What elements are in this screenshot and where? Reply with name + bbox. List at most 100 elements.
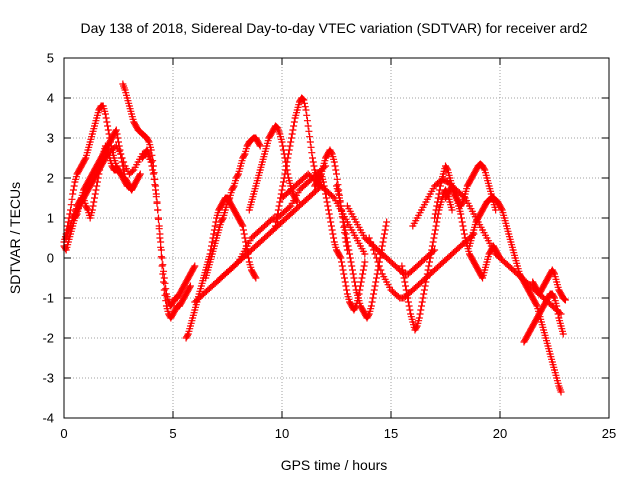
data-point-marker (341, 278, 349, 286)
data-point-marker (431, 226, 439, 234)
data-point-marker (329, 230, 337, 238)
data-point-marker (117, 154, 125, 162)
data-point-marker (433, 218, 441, 226)
data-point-marker (286, 142, 294, 150)
data-point-marker (69, 190, 77, 198)
data-point-marker (339, 266, 347, 274)
data-point-marker (561, 295, 569, 303)
data-point-marker (342, 282, 350, 290)
series-arc24 (529, 266, 569, 304)
data-point-marker (337, 202, 345, 210)
data-point-marker (338, 258, 346, 266)
data-point-marker (457, 210, 465, 218)
data-point-marker (346, 250, 354, 258)
data-point-marker (91, 194, 99, 202)
data-point-marker (495, 253, 503, 261)
data-point-marker (279, 182, 287, 190)
data-point-marker (326, 214, 334, 222)
data-point-marker (151, 181, 159, 189)
data-point-marker (155, 222, 163, 230)
data-point-marker (240, 151, 248, 159)
data-point-marker (460, 226, 468, 234)
data-point-marker (308, 149, 316, 157)
data-point-marker (370, 246, 378, 254)
data-point-marker (431, 210, 439, 218)
x-tick-labels: 0 5 10 15 20 25 (60, 426, 616, 441)
data-point-marker (368, 298, 376, 306)
data-point-marker (336, 253, 344, 261)
data-point-marker (431, 214, 439, 222)
data-point-marker (324, 202, 332, 210)
data-point-marker (349, 270, 357, 278)
series-arc22 (465, 194, 565, 396)
data-point-marker (418, 298, 426, 306)
series-arc21 (442, 182, 504, 282)
data-point-marker (149, 170, 157, 178)
data-point-marker (299, 95, 307, 103)
data-point-marker (348, 266, 356, 274)
data-point-marker (334, 181, 342, 189)
data-point-marker (554, 310, 562, 318)
data-point-marker (351, 282, 359, 290)
data-point-marker (102, 114, 110, 122)
data-point-marker (350, 274, 358, 282)
data-point-marker (378, 242, 386, 250)
data-point-marker (301, 99, 309, 107)
data-point-marker (431, 230, 439, 238)
data-point-marker (101, 110, 109, 118)
series-arc6 (138, 146, 199, 310)
data-point-marker (434, 198, 442, 206)
data-point-marker (550, 293, 558, 301)
data-point-marker (136, 170, 144, 178)
x-tick-label: 25 (602, 426, 616, 441)
data-point-marker (274, 210, 282, 218)
data-point-marker (402, 286, 410, 294)
data-point-marker (184, 331, 192, 339)
data-point-marker (288, 130, 296, 138)
data-point-marker (327, 218, 335, 226)
data-point-marker (370, 286, 378, 294)
data-point-marker (129, 183, 137, 191)
data-point-marker (239, 222, 247, 230)
data-point-marker (160, 274, 168, 282)
data-point-marker (339, 214, 347, 222)
data-point-marker (284, 154, 292, 162)
data-point-marker (425, 262, 433, 270)
data-point-marker (375, 262, 383, 270)
data-point-marker (92, 186, 100, 194)
data-point-marker (103, 118, 111, 126)
data-point-marker (229, 183, 237, 191)
data-point-marker (112, 126, 120, 134)
data-point-marker (405, 302, 413, 310)
data-point-marker (379, 238, 387, 246)
data-point-marker (327, 222, 335, 230)
data-point-marker (361, 258, 369, 266)
data-point-marker (361, 250, 369, 258)
data-point-marker (240, 230, 248, 238)
data-point-marker (364, 311, 372, 319)
data-point-marker (186, 283, 194, 291)
data-point-marker (306, 138, 314, 146)
series-arc4 (71, 126, 138, 222)
data-point-marker (340, 274, 348, 282)
x-axis-label: GPS time / hours (281, 457, 388, 473)
data-point-marker (415, 314, 423, 322)
data-point-marker (557, 388, 565, 396)
data-point-marker (341, 226, 349, 234)
data-point-marker (403, 290, 411, 298)
data-point-marker (420, 286, 428, 294)
data-point-marker (553, 306, 561, 314)
data-point-marker (422, 278, 430, 286)
data-point-marker (430, 234, 438, 242)
x-tick-label: 15 (384, 426, 398, 441)
data-point-marker (381, 226, 389, 234)
data-point-marker (154, 214, 162, 222)
data-point-marker (251, 273, 259, 281)
data-point-marker (104, 122, 112, 130)
data-point-marker (252, 274, 260, 282)
data-point-marker (301, 103, 309, 111)
data-point-marker (120, 170, 128, 178)
data-point-marker (372, 278, 380, 286)
data-point-marker (432, 206, 440, 214)
